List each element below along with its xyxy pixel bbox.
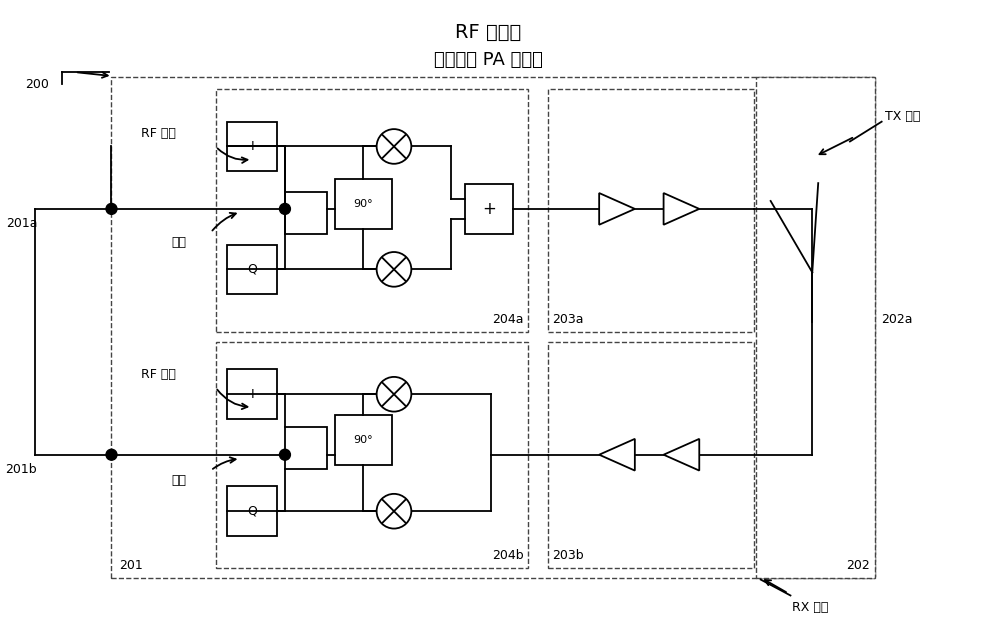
Bar [227,487,277,536]
Circle shape [106,450,117,460]
Text: 输入: 输入 [171,236,186,249]
Text: 201: 201 [119,559,143,572]
Bar [548,342,754,568]
Circle shape [279,450,290,460]
Circle shape [279,203,290,215]
Text: RX 路径: RX 路径 [792,601,828,614]
Text: 201b: 201b [6,463,37,476]
Text: I: I [250,388,254,401]
Bar [285,192,327,234]
Text: 203a: 203a [553,313,584,326]
Text: 90°: 90° [353,435,373,445]
Circle shape [106,203,117,215]
Bar [227,244,277,294]
Text: 201a: 201a [6,217,37,230]
Text: 204a: 204a [492,313,524,326]
Bar [227,122,277,171]
Circle shape [377,494,411,529]
Circle shape [377,252,411,286]
Text: 输出: 输出 [171,474,186,487]
Bar [335,415,392,464]
Circle shape [377,129,411,164]
Bar [285,427,327,469]
Polygon shape [664,193,699,225]
Polygon shape [664,439,699,471]
Circle shape [377,377,411,412]
Text: 203b: 203b [553,549,584,562]
Text: 202a: 202a [881,314,912,326]
Text: 90°: 90° [353,199,373,209]
Text: 202: 202 [846,559,870,572]
Polygon shape [599,439,635,471]
Bar [216,342,528,568]
Bar [465,184,513,234]
Bar [227,370,277,419]
Bar [335,179,392,229]
Text: TX 路径: TX 路径 [885,110,920,123]
Text: 204b: 204b [492,549,524,562]
Bar [216,89,528,332]
Bar [756,77,875,578]
Text: RF 载体: RF 载体 [141,127,176,140]
Text: （集成到 PA 芯片）: （集成到 PA 芯片） [434,51,543,69]
Bar [111,77,875,578]
Text: Q: Q [247,505,257,518]
Text: RF 子系统: RF 子系统 [455,23,521,42]
Text: I: I [250,140,254,153]
Text: RF 载体: RF 载体 [141,368,176,381]
Polygon shape [599,193,635,225]
Bar [548,89,754,332]
Text: +: + [482,200,496,218]
Text: Q: Q [247,263,257,276]
Text: 200: 200 [25,78,49,91]
